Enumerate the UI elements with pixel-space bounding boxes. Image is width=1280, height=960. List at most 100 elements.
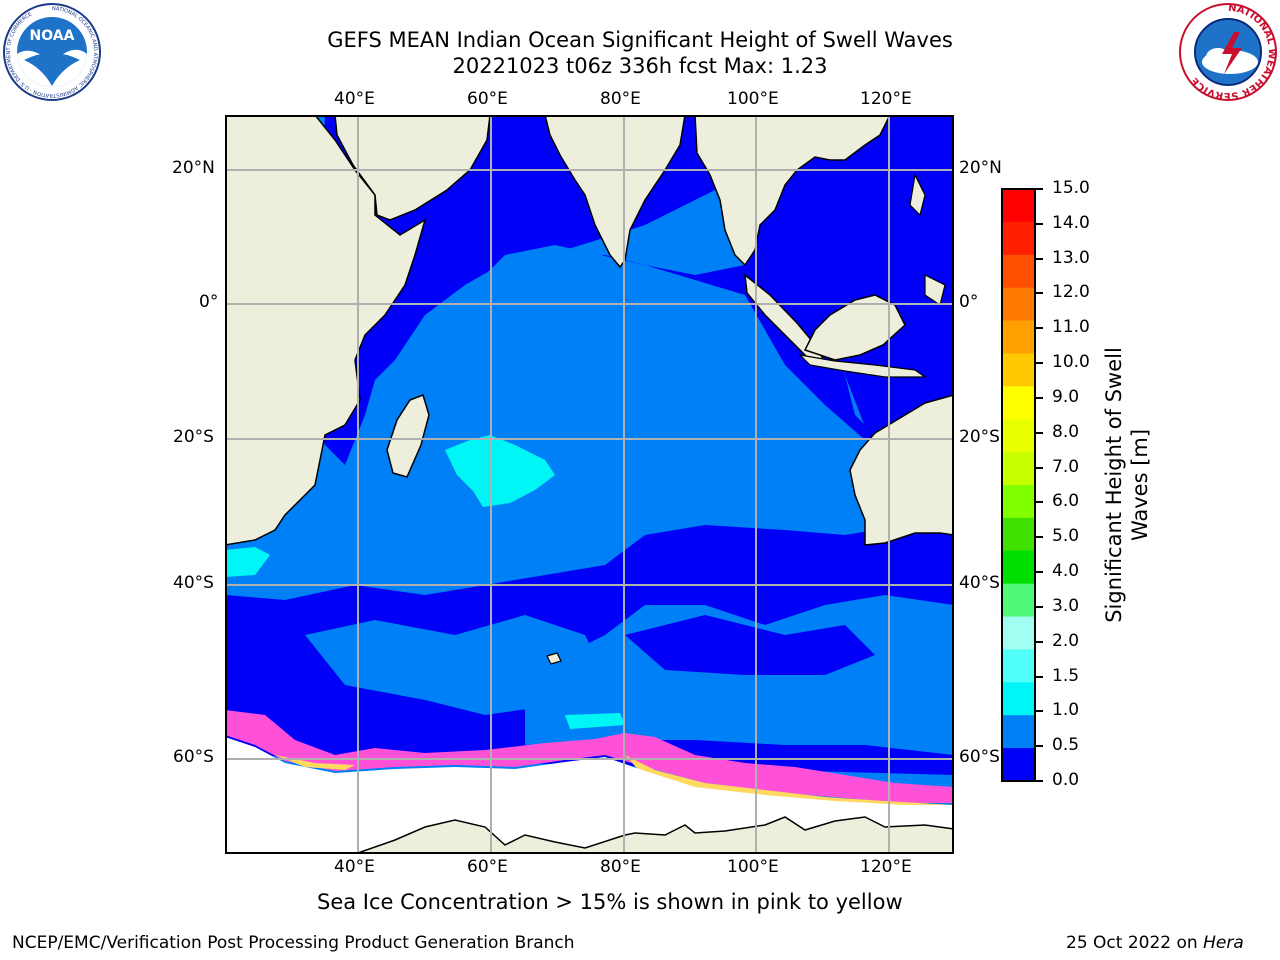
lon-label-bottom: 100°E	[727, 857, 779, 877]
colorbar	[1001, 188, 1036, 782]
colorbar-tick-mark	[1036, 188, 1043, 190]
arabia-land	[334, 115, 491, 221]
lat-label-left: 60°S	[173, 747, 214, 767]
nws-logo-icon: NATIONAL WEATHER SERVICE	[1179, 3, 1277, 101]
map-frame	[225, 115, 954, 854]
colorbar-band	[1002, 485, 1035, 519]
lon-label-bottom: 40°E	[334, 857, 375, 877]
colorbar-tick-mark	[1036, 605, 1043, 608]
lon-label-bottom: 80°E	[600, 857, 641, 877]
colorbar-tick-mark	[1036, 257, 1043, 260]
java-land	[798, 354, 927, 378]
southeast-asia-land	[694, 115, 891, 267]
colorbar-tick-label: 14.0	[1052, 212, 1090, 233]
lon-label-bottom: 120°E	[860, 857, 912, 877]
india-land	[544, 115, 686, 269]
map-subtitle: 20221023 t06z 336h fcst Max: 1.23	[452, 54, 828, 78]
colorbar-tick-mark	[1036, 362, 1043, 365]
colorbar-band	[1002, 221, 1035, 256]
colorbar-tick-label: 12.0	[1052, 282, 1090, 303]
map-panel	[225, 115, 954, 854]
colorbar-band	[1002, 715, 1035, 749]
colorbar-band	[1002, 682, 1035, 716]
colorbar-band	[1002, 353, 1035, 387]
map-gridlines	[225, 115, 954, 854]
colorbar-tick-label: 3.0	[1052, 595, 1080, 616]
kerguelen-land	[546, 652, 562, 665]
footer-machine: Hera	[1203, 933, 1244, 953]
colorbar-tick-label: 5.0	[1052, 526, 1080, 547]
colorbar-tick-mark	[1036, 675, 1043, 678]
colorbar-tick-mark	[1036, 501, 1043, 504]
map-title: GEFS MEAN Indian Ocean Significant Heigh…	[327, 28, 953, 52]
colorbar-band	[1002, 419, 1035, 453]
colorbar-tick-mark	[1036, 745, 1043, 748]
colorbar-tick-label: 7.0	[1052, 456, 1080, 477]
lat-label-left: 40°S	[173, 573, 214, 593]
colorbar-tick-label: 0.5	[1052, 735, 1080, 756]
colorbar-tick-label: 9.0	[1052, 386, 1080, 407]
colorbar-tick-label: 6.0	[1052, 491, 1080, 512]
lat-label-right: 20°S	[959, 427, 1000, 447]
colorbar-band	[1002, 386, 1035, 420]
lat-label-right: 60°S	[959, 747, 1000, 767]
colorbar-tick-label: 13.0	[1052, 247, 1090, 268]
colorbar-tick-label: 4.0	[1052, 561, 1080, 582]
colorbar-tick-label: 8.0	[1052, 421, 1080, 442]
lon-label-top: 120°E	[860, 89, 912, 109]
colorbar-tick-mark	[1036, 640, 1043, 643]
colorbar-band	[1002, 320, 1035, 354]
colorbar-band	[1002, 452, 1035, 486]
colorbar-tick-mark	[1036, 431, 1043, 434]
colorbar-band	[1002, 583, 1035, 618]
lon-label-bottom: 60°E	[467, 857, 508, 877]
colorbar-band	[1002, 189, 1035, 223]
colorbar-tick-mark	[1036, 571, 1043, 574]
colorbar-tick-mark	[1036, 222, 1043, 225]
colorbar-band	[1002, 254, 1035, 289]
footer-date-text: 25 Oct 2022 on	[1066, 933, 1204, 953]
colorbar-tick-label: 2.0	[1052, 630, 1080, 651]
lat-label-right: 40°S	[959, 573, 1000, 593]
antarctica-land	[354, 816, 954, 854]
lat-label-right: 20°N	[959, 158, 1002, 178]
colorbar-tick-label: 11.0	[1052, 317, 1090, 338]
lon-label-top: 80°E	[600, 89, 641, 109]
lon-label-top: 60°E	[467, 89, 508, 109]
colorbar-band	[1002, 517, 1035, 552]
lat-label-left: 20°S	[173, 427, 214, 447]
lat-label-left: 20°N	[172, 158, 215, 178]
madagascar-land	[386, 394, 430, 478]
footer-date: 25 Oct 2022 on Hera	[1066, 933, 1244, 953]
colorbar-label-line1: Significant Height of Swell	[1102, 347, 1126, 623]
lat-label-right: 0°	[959, 292, 979, 312]
colorbar-band	[1002, 550, 1035, 585]
colorbar-tick-label: 0.0	[1052, 770, 1080, 790]
noaa-logo-text: NOAA	[30, 28, 75, 44]
noaa-logo-icon: NOAA NATIONAL OCEANIC AND ATMOSPHERIC AD…	[3, 3, 101, 101]
colorbar-band	[1002, 287, 1035, 322]
sea-ice-edge	[225, 710, 954, 803]
moderate-swell-patch	[445, 435, 555, 507]
low-swell-north	[315, 115, 954, 465]
colorbar-tick-mark	[1036, 536, 1043, 539]
sea-ice-note: Sea Ice Concentration > 15% is shown in …	[317, 890, 903, 914]
footer-branch: NCEP/EMC/Verification Post Processing Pr…	[12, 933, 575, 953]
colorbar-tick-label: 1.0	[1052, 700, 1080, 721]
colorbar-tick-label: 1.5	[1052, 665, 1080, 686]
colorbar-band	[1002, 616, 1035, 650]
colorbar-tick-mark	[1036, 780, 1043, 782]
lon-label-top: 40°E	[334, 89, 375, 109]
colorbar-tick-mark	[1036, 466, 1043, 469]
colorbar-tick-label: 15.0	[1052, 178, 1090, 198]
colorbar-tick-label: 10.0	[1052, 352, 1090, 373]
colorbar-band	[1002, 649, 1035, 683]
colorbar-tick-mark	[1036, 396, 1043, 399]
australia-land	[849, 394, 954, 546]
colorbar-band	[1002, 748, 1035, 782]
lat-label-left: 0°	[199, 292, 219, 312]
colorbar-tick-mark	[1036, 710, 1043, 713]
colorbar-tick-mark	[1036, 292, 1043, 295]
colorbar-label-line2: Waves [m]	[1128, 428, 1152, 542]
colorbar-tick-mark	[1036, 327, 1043, 330]
